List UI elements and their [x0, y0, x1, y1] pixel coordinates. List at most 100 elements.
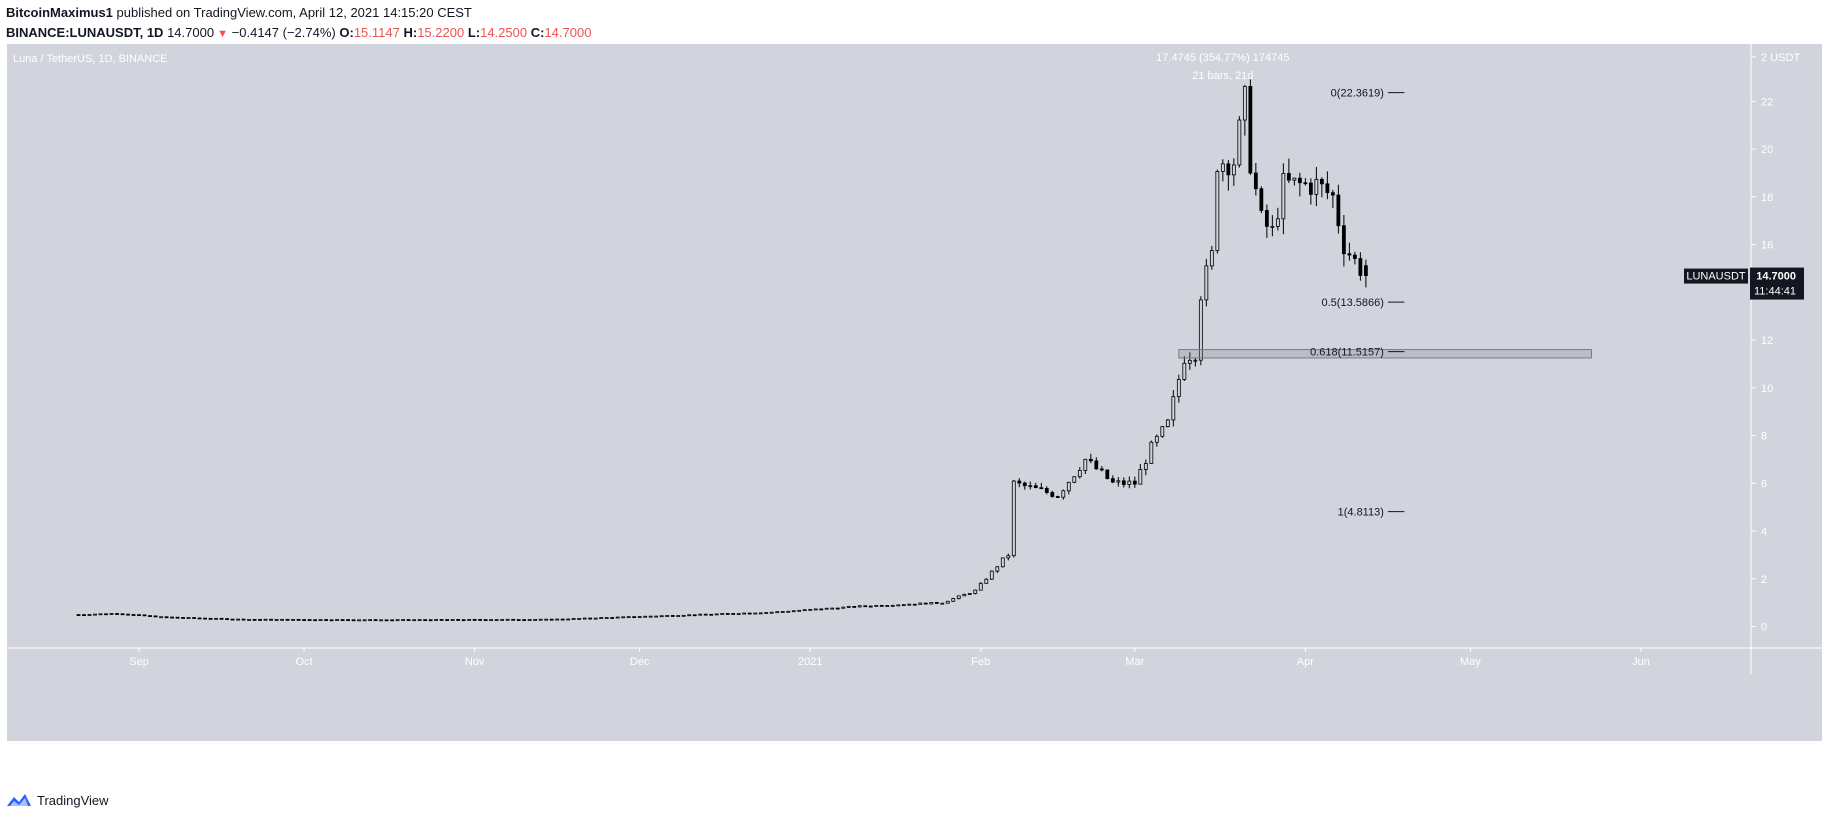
candle-body [120, 613, 125, 616]
high-label: H: [403, 25, 418, 40]
candle-body [252, 618, 257, 621]
candle-body [852, 606, 857, 608]
candle-body [736, 613, 741, 616]
candle-body [1110, 478, 1115, 483]
candle-body [918, 602, 923, 605]
candle-body [340, 619, 345, 621]
candle-body [192, 617, 196, 619]
candle-body [593, 617, 598, 620]
candle-body [175, 616, 180, 619]
candle-body [181, 617, 185, 619]
candle-body [830, 607, 835, 610]
candle-body [808, 608, 813, 611]
candle-body [461, 619, 466, 622]
candle-body [1319, 178, 1324, 185]
candle-body [1226, 163, 1231, 176]
y-tick-label: 18 [1761, 192, 1773, 204]
candle-body [131, 614, 136, 616]
candle-body [1308, 182, 1313, 195]
candle-body [126, 613, 130, 616]
candle-body [401, 619, 406, 621]
candle-body [978, 582, 983, 591]
x-tick-label: Jun [1632, 656, 1650, 668]
candle-body [247, 618, 251, 621]
candle-body [522, 619, 527, 622]
candle-body [1083, 458, 1088, 471]
candle-body [659, 615, 664, 618]
candle-body [863, 605, 868, 608]
x-tick-label: Feb [971, 656, 990, 668]
author-name[interactable]: BitcoinMaximus1 [6, 5, 113, 20]
candle-body [1292, 177, 1297, 181]
candle-body [923, 602, 928, 605]
candle-body [984, 578, 989, 584]
price-change: −0.4147 (−2.74%) [231, 25, 336, 40]
candle-body [907, 603, 912, 606]
candle-body [1363, 265, 1368, 276]
candle-body [1336, 194, 1341, 227]
candles-group [76, 79, 1368, 622]
candle-body [98, 613, 103, 616]
close-value: 14.7000 [544, 25, 592, 40]
support-zone [1178, 349, 1592, 359]
candle-body [1352, 254, 1357, 259]
candle-body [626, 616, 631, 619]
candle-body [313, 619, 317, 622]
candle-body [1165, 419, 1170, 428]
candle-body [483, 619, 488, 621]
candle-body [912, 603, 917, 606]
candle-body [467, 619, 472, 621]
price-chart[interactable]: Luna / TetherUS, 1D, BINANCE 2 USDT 0 4 6 8 10… [7, 44, 1822, 781]
candle-body [890, 605, 895, 607]
candle-body [956, 595, 961, 599]
candle-body [1204, 265, 1209, 301]
candle-body [307, 619, 312, 621]
candle-body [258, 619, 262, 621]
candle-body [406, 619, 411, 621]
candle-body [148, 615, 152, 617]
y-tick-label: 8 [1761, 431, 1767, 443]
candle-body [714, 613, 719, 616]
candle-body [76, 614, 81, 616]
candle-body [1275, 218, 1280, 227]
candle-body [637, 616, 642, 618]
candle-body [511, 618, 516, 621]
y-tick-label: 12 [1761, 335, 1773, 347]
candle-body [989, 570, 994, 580]
open-label: O: [339, 25, 354, 40]
candle-body [934, 602, 939, 604]
candle-body [676, 615, 681, 617]
candle-body [665, 615, 670, 617]
candle-body [1138, 469, 1143, 485]
candle-body [599, 617, 604, 620]
candle-body [302, 619, 306, 621]
candle-body [896, 604, 901, 607]
footer-brand[interactable]: TradingView [37, 792, 109, 808]
candle-body [142, 614, 147, 617]
candle-body [819, 608, 824, 611]
candle-body [775, 611, 780, 614]
candle-body [445, 619, 450, 621]
low-value: 14.2500 [480, 25, 528, 40]
x-tick-label: Dec [630, 656, 650, 668]
chart-area[interactable]: Luna / TetherUS, 1D, BINANCE 2 USDT 0 4 6 8 10… [7, 44, 1822, 781]
candle-body [186, 617, 191, 619]
candle-body [967, 593, 972, 595]
current-price-label: 14.7000 [1756, 271, 1796, 283]
candle-body [335, 619, 339, 621]
candle-body [1303, 182, 1308, 185]
candle-body [87, 614, 92, 616]
candle-body [412, 619, 417, 622]
candle-body [1187, 359, 1192, 364]
price-tag [1750, 267, 1804, 300]
candle-body [329, 619, 334, 622]
candle-body [846, 606, 851, 608]
tradingview-logo-icon[interactable] [6, 792, 32, 808]
candle-body [929, 602, 934, 605]
candle-body [1281, 173, 1286, 220]
x-tick-label: Mar [1125, 656, 1144, 668]
candle-body [505, 618, 510, 621]
candle-body [104, 613, 108, 616]
candle-body [687, 614, 692, 617]
candle-body [384, 619, 389, 622]
